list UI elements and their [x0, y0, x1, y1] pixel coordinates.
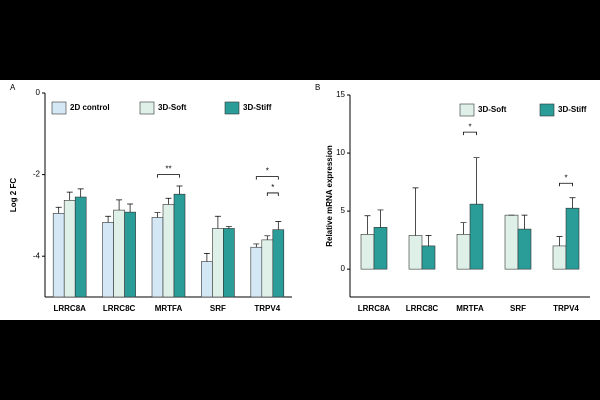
error-bar [203, 252, 210, 262]
y-tick-label: -4 [33, 251, 41, 260]
y-axis-label: Log 2 FC [9, 178, 18, 212]
bar [408, 235, 423, 270]
significance-bracket [463, 131, 477, 136]
bar [565, 207, 580, 270]
annotation: * [271, 183, 274, 192]
error-bar [473, 157, 480, 205]
legend-label: 3D-Soft [478, 105, 507, 114]
bar [102, 222, 114, 298]
legend-label: 2D control [70, 103, 110, 112]
figure-background [0, 80, 600, 320]
error-bar [253, 243, 260, 248]
significance-bracket [255, 176, 279, 180]
y-tick-label: -2 [33, 170, 41, 179]
y-tick-label: 15 [336, 90, 345, 99]
bar [162, 204, 175, 298]
annotation: * [564, 173, 567, 182]
bar [272, 229, 285, 298]
error-bar [460, 222, 467, 235]
error-bar [364, 215, 371, 235]
x-tick-label: SRF [210, 304, 226, 313]
bar [469, 203, 484, 270]
x-tick-label: LRRC8C [406, 304, 439, 313]
bar [360, 234, 375, 270]
error-bar [275, 221, 282, 230]
annotation: * [266, 167, 269, 176]
bar [456, 234, 471, 270]
x-tick-label: LRRC8A [358, 304, 391, 313]
bar [52, 213, 65, 298]
bar [552, 245, 567, 270]
y-tick-label: 10 [336, 148, 345, 157]
error-bar [225, 226, 232, 229]
bar [261, 239, 274, 298]
legend-label: 3D-Stiff [243, 103, 272, 112]
error-bar [264, 235, 271, 240]
x-tick-label: SRF [510, 304, 526, 313]
bar [504, 214, 519, 270]
bar [113, 209, 125, 298]
error-bar [127, 203, 134, 213]
legend-label: 3D-Soft [158, 103, 187, 112]
y-tick-label: 0 [36, 88, 41, 97]
bar [151, 217, 164, 298]
error-bar [154, 212, 161, 218]
legend-swatch [224, 101, 240, 115]
x-tick-label: TRPV4 [553, 304, 579, 313]
significance-bracket [157, 174, 180, 178]
error-bar [521, 214, 528, 230]
bar [201, 261, 213, 298]
error-bar [55, 206, 62, 214]
x-tick-label: LRRC8A [53, 304, 86, 313]
significance-bracket [559, 182, 573, 187]
legend-swatch [539, 103, 555, 117]
x-tick-label: TRPV4 [254, 304, 280, 313]
bar [63, 200, 76, 298]
error-bar [165, 197, 172, 205]
annotation: * [468, 122, 471, 131]
error-bar [425, 235, 432, 246]
bar [223, 228, 235, 298]
bar [173, 193, 186, 298]
bar [517, 228, 532, 270]
error-bar [214, 215, 221, 229]
bar [124, 211, 136, 298]
panel-label: B [315, 83, 320, 92]
bar [250, 246, 263, 298]
y-tick-label: 5 [341, 206, 346, 215]
x-tick-label: MRTFA [456, 304, 484, 313]
error-bar [66, 191, 73, 201]
y-tick-label: 0 [341, 264, 346, 273]
legend-label: 3D-Stiff [558, 105, 587, 114]
bar [373, 227, 388, 270]
y-axis-label: Relative mRNA expression [325, 145, 334, 247]
bar [212, 228, 224, 298]
error-bar [116, 199, 123, 211]
error-bar [377, 209, 384, 228]
annotation: ** [165, 165, 171, 174]
legend-swatch [459, 103, 475, 117]
error-bar [176, 185, 183, 195]
legend-swatch [51, 101, 67, 115]
error-bar [569, 197, 576, 209]
significance-bracket [266, 192, 279, 196]
error-bar [105, 215, 112, 223]
legend-swatch [139, 101, 155, 115]
x-tick-label: LRRC8C [103, 304, 136, 313]
bar [74, 196, 87, 298]
x-tick-label: MRTFA [155, 304, 183, 313]
error-bar [77, 188, 84, 198]
error-bar [556, 236, 563, 246]
error-bar [412, 187, 419, 236]
bar [421, 245, 436, 270]
panel-label: A [10, 83, 16, 92]
